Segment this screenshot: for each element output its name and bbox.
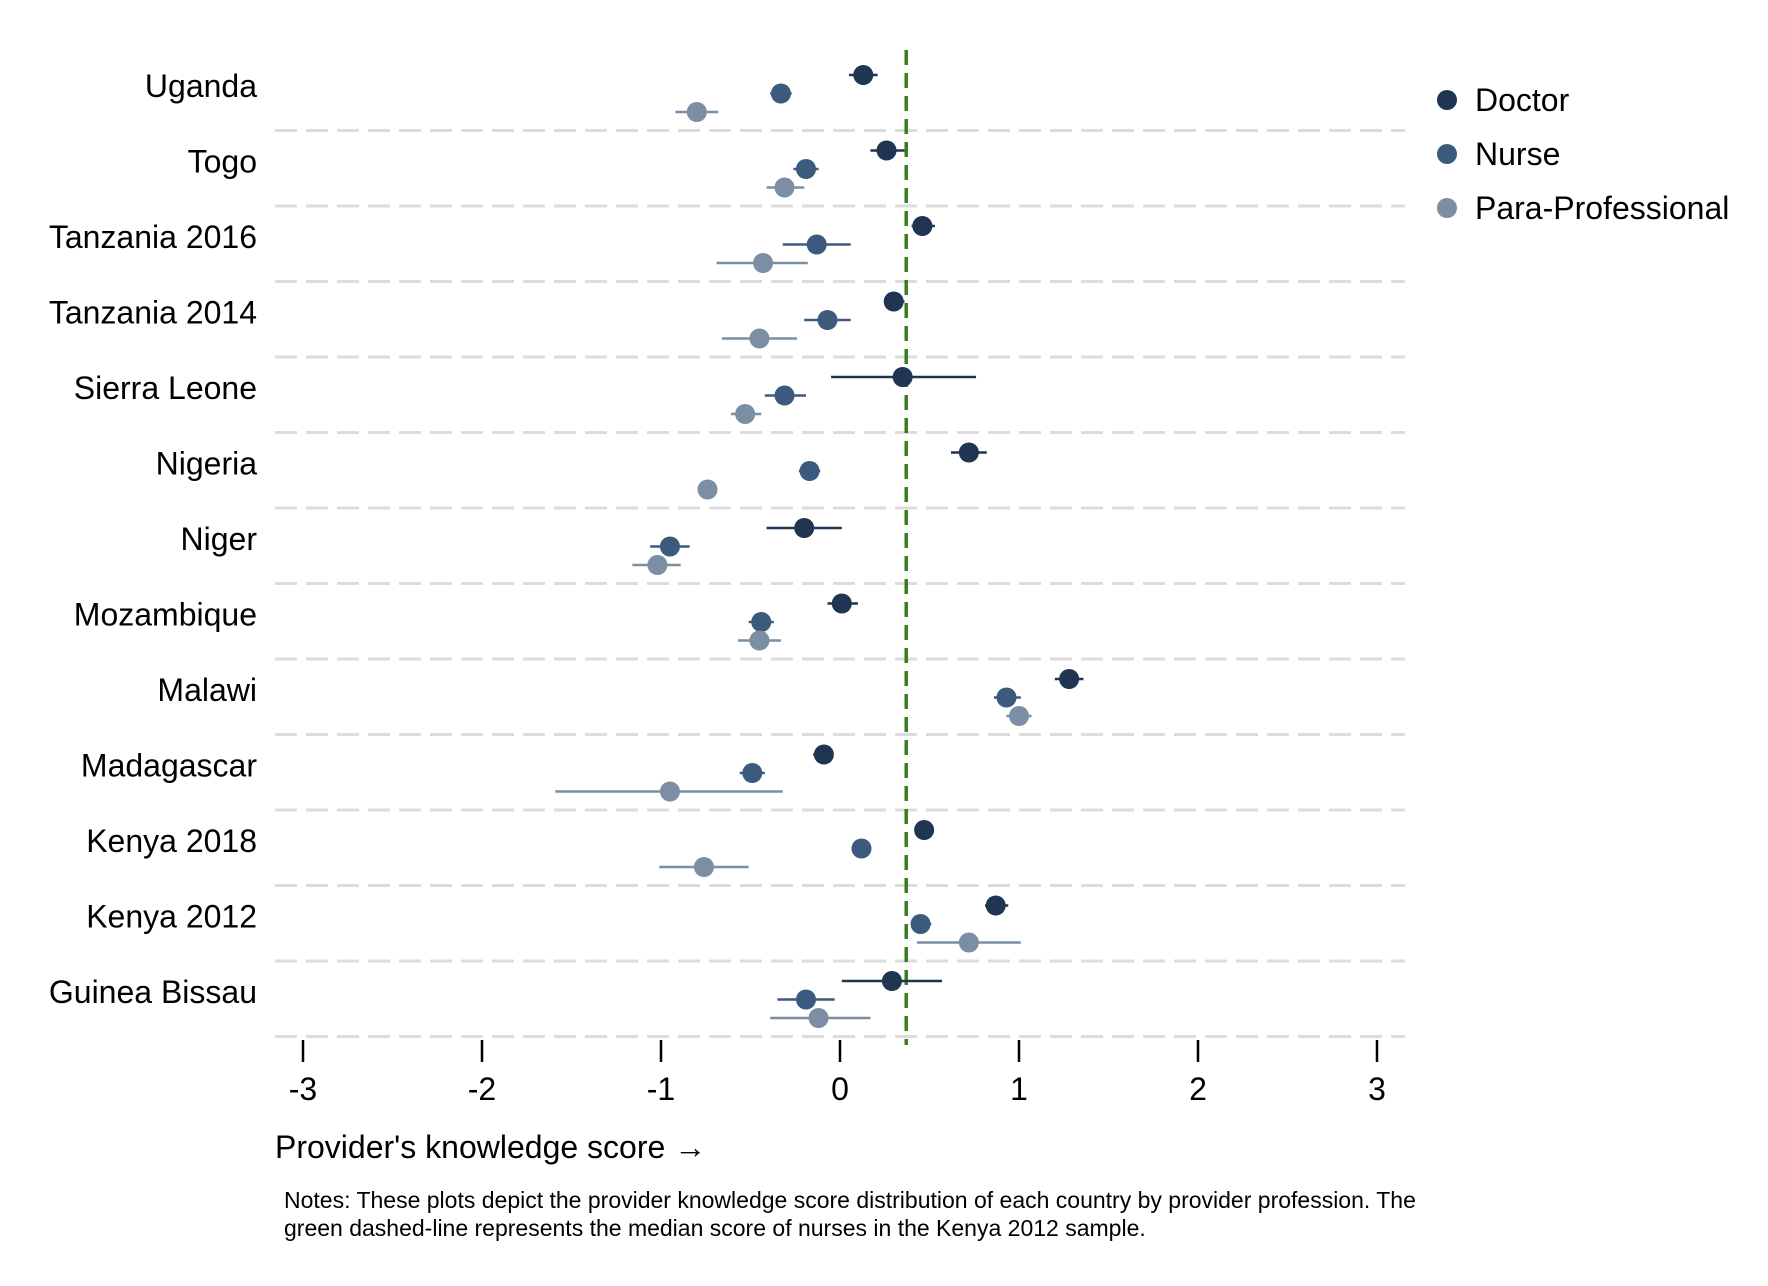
nurse-point bbox=[770, 83, 791, 104]
x-axis-title: Provider's knowledge score → bbox=[275, 1129, 706, 1165]
doctor-point bbox=[958, 442, 979, 463]
nurse-point bbox=[742, 763, 763, 783]
para-professional-point bbox=[686, 102, 707, 122]
nurse-point bbox=[799, 461, 820, 481]
legend-label: Nurse bbox=[1475, 136, 1560, 172]
x-tick-label: -2 bbox=[468, 1071, 496, 1107]
doctor-point bbox=[831, 593, 852, 614]
doctor-point bbox=[892, 367, 913, 387]
x-tick-label: 0 bbox=[831, 1071, 849, 1107]
x-tick-label: 2 bbox=[1189, 1071, 1207, 1107]
doctor-point bbox=[985, 895, 1006, 916]
doctor-point bbox=[794, 518, 815, 538]
country-label: Togo bbox=[188, 144, 257, 180]
country-label: Kenya 2012 bbox=[86, 899, 257, 935]
country-labels: Uganda Togo Tanzania 2016 Tanzania 2014 Sier… bbox=[49, 68, 258, 1010]
series-marks bbox=[555, 65, 1084, 1028]
nurse-point bbox=[806, 234, 827, 255]
x-tick-label: -3 bbox=[289, 1071, 317, 1107]
notes-line-2: green dashed-line represents the median … bbox=[284, 1215, 1146, 1241]
legend-label: Para-Professional bbox=[1475, 190, 1729, 226]
x-tick-label: 1 bbox=[1010, 1071, 1028, 1107]
para-professional-point bbox=[1009, 706, 1029, 726]
country-label: Tanzania 2016 bbox=[49, 219, 257, 255]
country-label: Malawi bbox=[157, 672, 257, 708]
doctor-point bbox=[881, 971, 902, 991]
nurse-point bbox=[817, 310, 838, 330]
chart-notes: Notes: These plots depict the provider k… bbox=[284, 1186, 1704, 1242]
legend-label: Doctor bbox=[1475, 82, 1570, 118]
x-tick-label: -1 bbox=[647, 1071, 675, 1107]
doctor-point bbox=[883, 291, 904, 312]
nurse-point bbox=[996, 687, 1017, 708]
country-label: Sierra Leone bbox=[74, 370, 257, 406]
para-professional-point bbox=[659, 781, 680, 802]
legend-marker bbox=[1437, 90, 1457, 110]
x-tick-label: 3 bbox=[1368, 1071, 1386, 1107]
country-label: Niger bbox=[181, 521, 258, 557]
nurse-point bbox=[659, 536, 680, 557]
country-label: Guinea Bissau bbox=[49, 974, 257, 1010]
country-label: Kenya 2018 bbox=[86, 823, 257, 859]
doctor-point bbox=[876, 140, 897, 161]
nurse-point bbox=[851, 838, 872, 859]
nurse-point bbox=[774, 385, 795, 406]
country-label: Madagascar bbox=[81, 748, 257, 784]
para-professional-point bbox=[749, 328, 770, 349]
para-professional-point bbox=[753, 253, 774, 273]
para-professional-point bbox=[693, 857, 714, 877]
para-professional-point bbox=[774, 177, 795, 198]
legend: Doctor Nurse Para-Professional bbox=[1437, 82, 1729, 226]
doctor-point bbox=[914, 820, 935, 840]
doctor-point bbox=[813, 744, 834, 765]
country-label: Uganda bbox=[145, 68, 257, 104]
para-professional-point bbox=[735, 404, 756, 424]
para-professional-point bbox=[808, 1008, 829, 1028]
doctor-point bbox=[912, 216, 933, 236]
para-professional-point bbox=[647, 555, 668, 575]
legend-marker bbox=[1437, 144, 1457, 164]
doctor-point bbox=[1059, 669, 1080, 689]
country-label: Mozambique bbox=[74, 597, 257, 633]
notes-line-1: Notes: These plots depict the provider k… bbox=[284, 1187, 1416, 1213]
nurse-point bbox=[795, 159, 816, 179]
para-professional-point bbox=[958, 932, 979, 953]
row-separators bbox=[275, 129, 1405, 1038]
doctor-point bbox=[853, 65, 874, 85]
x-axis: -3 -2 -1 0 1 2 3 bbox=[289, 1040, 1386, 1107]
legend-marker bbox=[1437, 198, 1457, 218]
para-professional-point bbox=[697, 479, 718, 500]
nurse-point bbox=[910, 914, 931, 934]
country-label: Tanzania 2014 bbox=[49, 295, 257, 331]
nurse-point bbox=[795, 989, 816, 1010]
nurse-point bbox=[751, 612, 772, 632]
country-label: Nigeria bbox=[156, 446, 258, 482]
para-professional-point bbox=[749, 630, 770, 651]
